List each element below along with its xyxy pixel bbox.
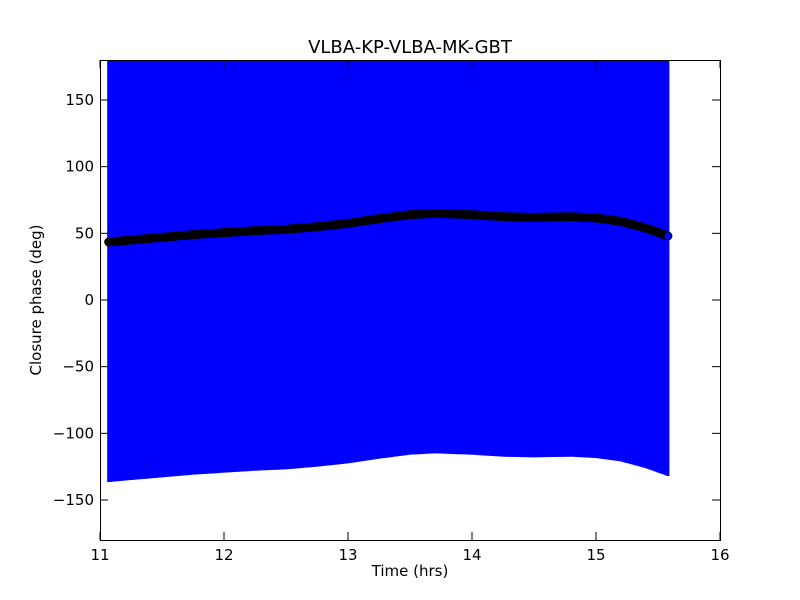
y-tick-label: 0 xyxy=(84,291,94,309)
x-tick-label: 16 xyxy=(710,546,729,564)
y-axis-ticks: −150 −100 −50 0 50 100 150 xyxy=(53,91,720,509)
y-axis-label: Closure phase (deg) xyxy=(27,225,45,376)
y-tick-label: 50 xyxy=(75,224,94,242)
x-tick-label: 15 xyxy=(586,546,605,564)
y-tick-label: 100 xyxy=(65,158,94,176)
data-marks xyxy=(104,60,673,482)
x-axis-ticks: 11 12 13 14 15 16 xyxy=(90,60,730,564)
x-tick-label: 12 xyxy=(214,546,233,564)
x-tick-label: 14 xyxy=(462,546,481,564)
x-axis-label: Time (hrs) xyxy=(371,562,449,580)
chart-title: VLBA-KP-VLBA-MK-GBT xyxy=(308,37,513,58)
x-tick-label: 11 xyxy=(90,546,109,564)
x-tick-label: 13 xyxy=(338,546,357,564)
data-point xyxy=(663,231,673,241)
y-tick-label: −50 xyxy=(62,358,94,376)
y-tick-label: −100 xyxy=(53,424,94,442)
y-tick-label: 150 xyxy=(65,91,94,109)
y-tick-label: −150 xyxy=(53,491,94,509)
